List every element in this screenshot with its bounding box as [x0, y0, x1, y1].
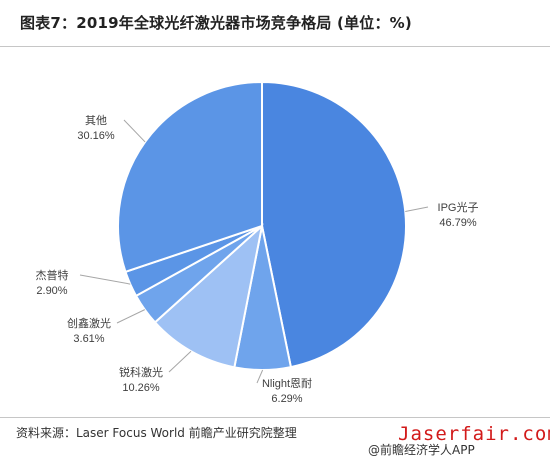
slice-value-maxphotonics: 3.61%: [73, 333, 104, 345]
title-divider: [0, 46, 550, 47]
leader-line-jpt: [79, 274, 131, 285]
footer-divider: [0, 417, 550, 418]
slice-label-others: 其他: [85, 114, 107, 127]
slice-label-ipg: IPG光子: [438, 200, 479, 214]
leader-line-others: [123, 119, 146, 143]
leader-line-nlight: [256, 369, 264, 384]
slice-value-nlight: 6.29%: [271, 393, 302, 405]
source-note: 资料来源：Laser Focus World 前瞻产业研究院整理: [16, 426, 297, 440]
leader-line-maxphotonics: [116, 309, 145, 324]
leader-line-ipg: [405, 206, 429, 212]
chart-title: 图表7：2019年全球光纤激光器市场竞争格局 (单位：%): [20, 14, 412, 32]
slice-label-raycus: 锐科激光: [119, 365, 163, 379]
slice-value-others: 30.16%: [77, 130, 115, 142]
slice-value-ipg: 46.79%: [439, 217, 477, 229]
slice-label-nlight: Nlight恩耐: [262, 377, 312, 390]
credit-note: @前瞻经济学人APP: [368, 443, 475, 457]
slice-value-raycus: 10.26%: [122, 382, 160, 394]
slice-label-jpt: 杰普特: [36, 268, 69, 282]
slice-label-maxphotonics: 创鑫激光: [67, 316, 111, 330]
pie-slice-ipg: [261, 80, 408, 369]
slice-value-jpt: 2.90%: [36, 285, 67, 297]
site-watermark: Jaserfair.com: [398, 423, 550, 445]
leader-line-raycus: [168, 350, 192, 373]
